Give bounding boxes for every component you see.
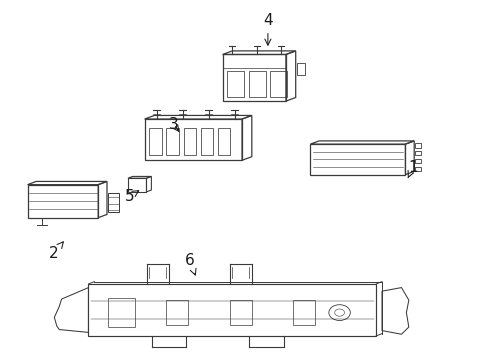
Bar xyxy=(414,143,420,148)
Bar xyxy=(414,159,420,163)
Bar xyxy=(227,71,244,97)
Bar xyxy=(128,178,146,192)
Text: 4: 4 xyxy=(263,13,272,45)
Bar xyxy=(144,119,242,160)
Bar xyxy=(296,63,305,76)
Bar xyxy=(149,128,162,155)
Bar xyxy=(108,298,135,327)
Bar xyxy=(270,71,287,97)
Bar xyxy=(217,128,229,155)
Bar xyxy=(414,151,420,156)
Text: 3: 3 xyxy=(168,117,179,132)
Text: 5: 5 xyxy=(125,189,139,204)
Bar xyxy=(310,144,405,175)
Bar xyxy=(27,185,98,218)
Bar xyxy=(166,300,188,325)
Text: 2: 2 xyxy=(48,242,63,261)
Text: 6: 6 xyxy=(184,253,196,275)
Bar xyxy=(222,54,285,101)
Bar xyxy=(183,128,195,155)
Bar xyxy=(88,284,375,336)
Bar xyxy=(414,167,420,171)
Bar xyxy=(200,128,212,155)
Bar xyxy=(229,300,251,325)
Text: 1: 1 xyxy=(407,160,417,178)
Bar xyxy=(108,193,119,212)
Bar xyxy=(166,128,179,155)
Bar xyxy=(248,71,265,97)
Bar xyxy=(293,300,315,325)
